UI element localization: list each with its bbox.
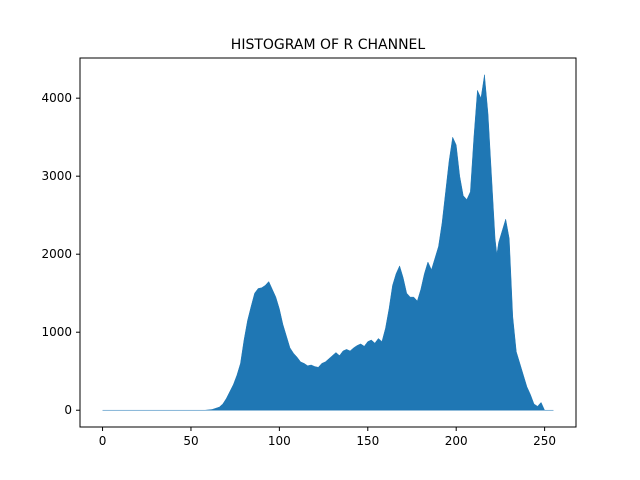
y-tick-label: 2000 bbox=[41, 247, 72, 261]
plot-frame bbox=[79, 57, 577, 428]
plot-area bbox=[102, 74, 554, 411]
y-tick-label: 3000 bbox=[41, 169, 72, 183]
axes: 0 50 100 150 200 250 0 1000 2000 3000 4000 bbox=[41, 57, 577, 448]
x-tick-label: 50 bbox=[183, 434, 198, 448]
x-tick-label: 150 bbox=[356, 434, 379, 448]
y-tick-label: 0 bbox=[64, 403, 72, 417]
chart-title: HISTOGRAM OF R CHANNEL bbox=[231, 37, 426, 53]
histogram-area bbox=[102, 74, 554, 411]
x-tick-label: 250 bbox=[533, 434, 556, 448]
y-tick-label: 4000 bbox=[41, 91, 72, 105]
y-tick-label: 1000 bbox=[41, 325, 72, 339]
x-tick-label: 100 bbox=[268, 434, 291, 448]
x-tick-label: 200 bbox=[445, 434, 468, 448]
x-tick-label: 0 bbox=[99, 434, 107, 448]
